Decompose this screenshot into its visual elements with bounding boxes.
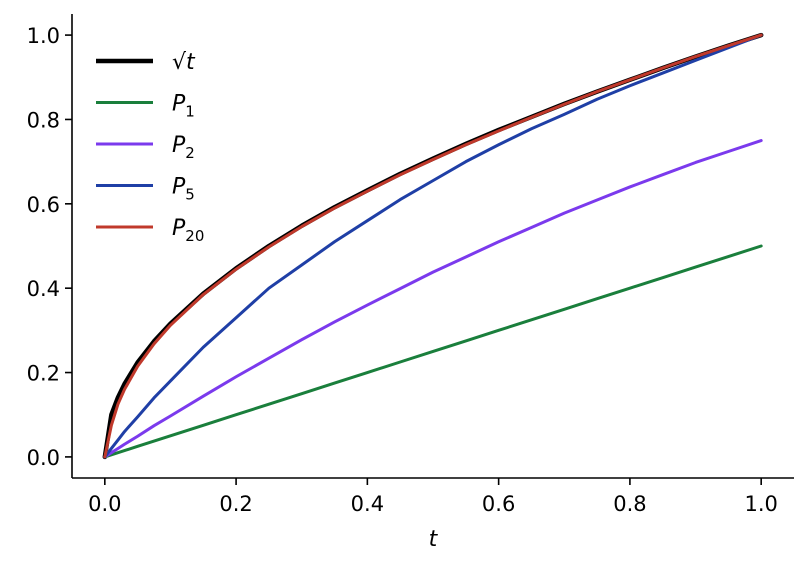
series-layer	[102, 32, 764, 460]
tick-layer: 0.0 0.2 0.4 0.6 0.8 1.0 0.0 0.2 0.4 0.6 0.8 1.0	[27, 24, 778, 516]
x-tick-label: 0.4	[351, 492, 384, 516]
y-tick-label: 0.2	[27, 362, 60, 386]
y-tick-label: 0.8	[27, 108, 60, 132]
series-line-4	[103, 33, 763, 459]
y-tick-label: 0.4	[27, 277, 60, 301]
legend-label: P1	[172, 92, 195, 121]
legend-label: P5	[172, 175, 195, 204]
x-tick-label: 0.0	[88, 492, 121, 516]
x-tick-label: 0.6	[482, 492, 515, 516]
x-axis-label: t	[429, 527, 439, 552]
x-tick-label: 0.2	[219, 492, 252, 516]
series-line-3	[103, 33, 763, 459]
legend-label: P20	[172, 216, 204, 245]
y-tick-label: 1.0	[27, 24, 60, 48]
x-tick-label: 1.0	[744, 492, 777, 516]
series-line-0	[102, 32, 764, 460]
x-tick-label: 0.8	[613, 492, 646, 516]
legend: √t P1 P2 P5 P20	[96, 50, 204, 245]
y-tick-label: 0.0	[27, 446, 60, 470]
y-tick-label: 0.6	[27, 193, 60, 217]
series-line-2	[103, 139, 763, 459]
series-line-1	[103, 244, 763, 459]
legend-label: √t	[172, 50, 196, 75]
legend-label: P2	[172, 133, 195, 162]
